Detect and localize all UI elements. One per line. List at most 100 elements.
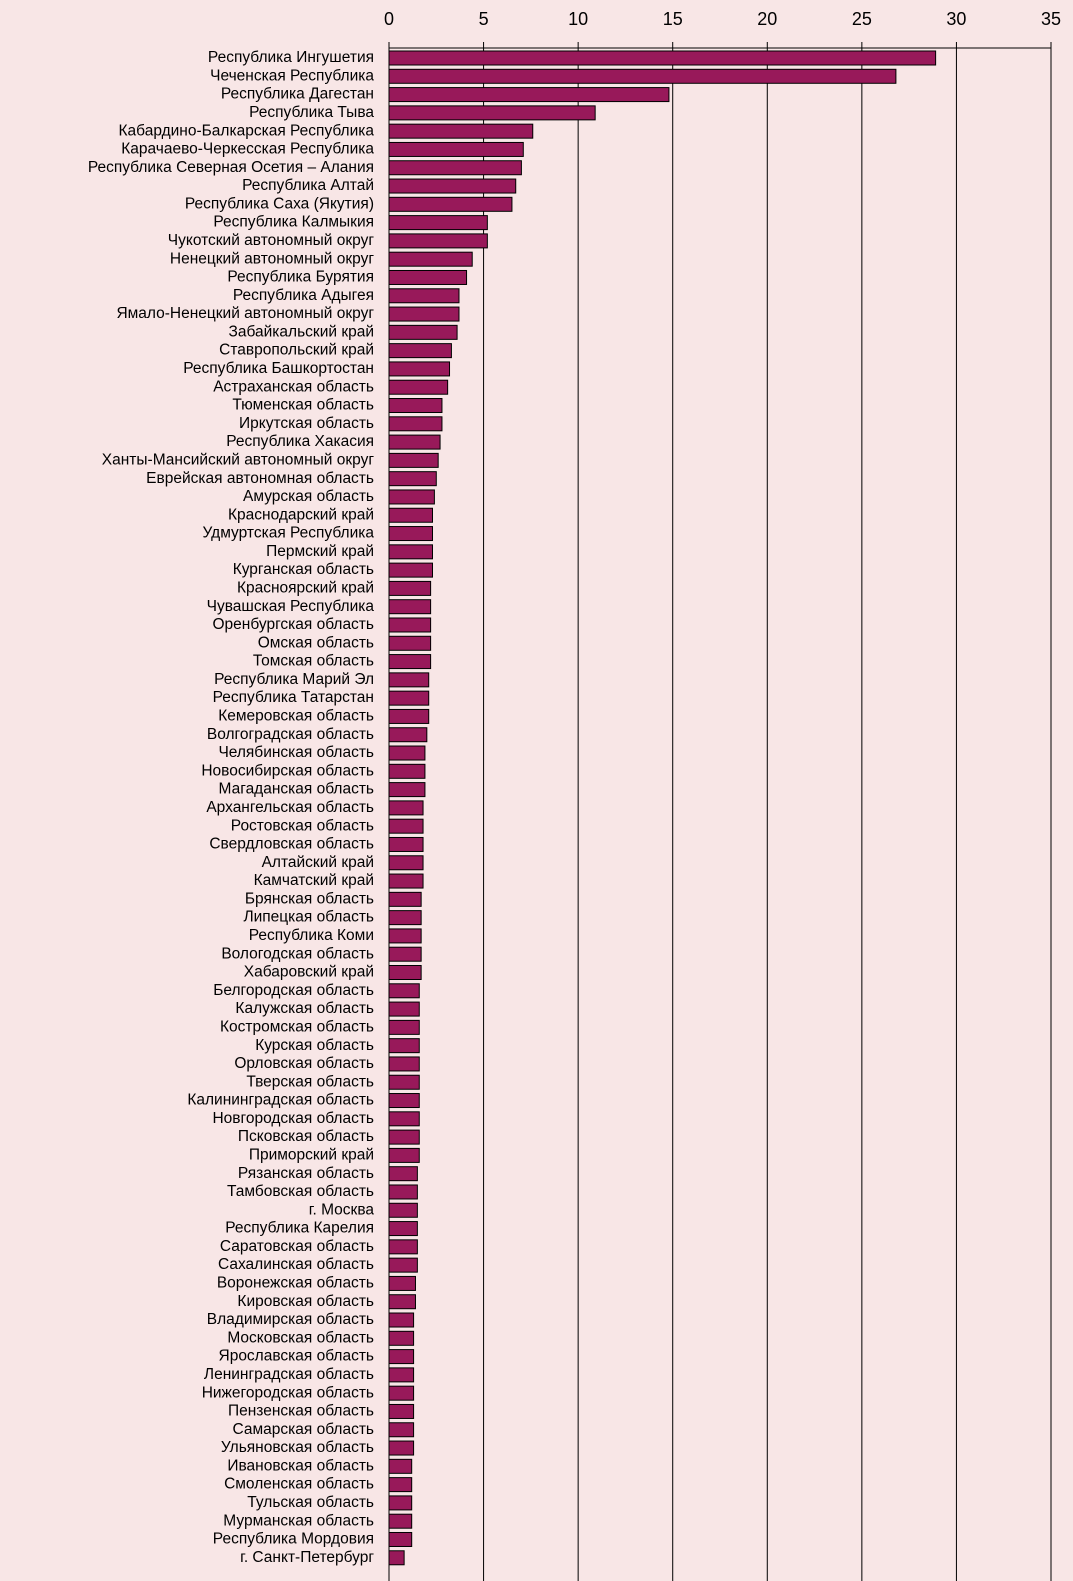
y-tick-label: Ленинградская область [204, 1366, 374, 1383]
bar [388, 1440, 415, 1456]
bar [388, 1330, 415, 1346]
y-tick-label: Республика Татарстан [213, 689, 374, 706]
bar [388, 1001, 420, 1017]
y-tick-label: Мурманская область [223, 1512, 374, 1529]
y-tick-label: Нижегородская область [202, 1384, 374, 1401]
bar [388, 1477, 413, 1493]
bar [388, 1166, 418, 1182]
y-tick-label: Владимирская область [207, 1311, 374, 1328]
bar [388, 1403, 415, 1419]
bar [388, 269, 468, 285]
y-tick-label: Еврейская автономная область [146, 470, 374, 487]
bar [388, 983, 420, 999]
bar [388, 251, 473, 267]
bar [388, 1367, 415, 1383]
bar [388, 818, 424, 834]
y-tick-label: Камчатский край [254, 872, 374, 889]
y-tick-label: Архангельская область [206, 799, 374, 816]
bar [388, 1038, 420, 1054]
bar [388, 141, 524, 157]
bar [388, 471, 437, 487]
y-tick-label: Кировская область [237, 1293, 374, 1310]
y-tick-label: Забайкальский край [229, 323, 374, 340]
y-tick-label: г. Москва [309, 1201, 375, 1218]
y-tick-label: Оренбургская область [213, 616, 375, 633]
bar [388, 1275, 416, 1291]
y-tick-label: Челябинская область [218, 744, 374, 761]
bar [388, 489, 435, 505]
bar [388, 580, 432, 596]
y-tick-label: Пензенская область [228, 1403, 374, 1420]
bar [388, 1111, 420, 1127]
y-tick-label: Псковская область [238, 1128, 374, 1145]
bar [388, 526, 434, 542]
bar [388, 1495, 413, 1511]
y-tick-label: Белгородская область [213, 982, 374, 999]
y-tick-label: Волгоградская область [207, 726, 374, 743]
bar [388, 1294, 416, 1310]
bar [388, 1458, 413, 1474]
y-tick-label: Курганская область [233, 561, 374, 578]
y-tick-label: Пермский край [266, 543, 374, 560]
y-tick-label: Калужская область [235, 1000, 374, 1017]
y-tick-label: Тюменская область [232, 397, 374, 414]
bar [388, 891, 422, 907]
bar [388, 1019, 420, 1035]
bar [388, 745, 426, 761]
x-tick-label: 5 [479, 9, 489, 29]
y-tick-label: Магаданская область [219, 781, 374, 798]
bar [388, 50, 937, 66]
bar [388, 654, 432, 670]
bar [388, 910, 422, 926]
y-tick-label: Кемеровская область [218, 708, 374, 725]
x-tick-label: 20 [757, 9, 777, 29]
y-tick-label: Новгородская область [212, 1110, 374, 1127]
bar [388, 68, 897, 84]
bar [388, 1385, 415, 1401]
bar [388, 324, 458, 340]
x-tick-label: 0 [384, 9, 394, 29]
y-tick-label: Свердловская область [209, 836, 374, 853]
y-tick-label: Республика Адыгея [233, 287, 374, 304]
y-tick-label: Тульская область [247, 1494, 374, 1511]
bar [388, 1056, 420, 1072]
y-tick-label: Республика Калмыкия [213, 214, 374, 231]
y-tick-label: Ханты-Мансийский автономный округ [102, 451, 375, 468]
y-tick-label: Калининградская область [187, 1092, 374, 1109]
y-tick-label: Московская область [227, 1329, 374, 1346]
bar [388, 708, 430, 724]
bar [388, 1074, 420, 1090]
y-tick-label: Республика Саха (Якутия) [185, 195, 374, 212]
bar [388, 1349, 415, 1365]
bar [388, 1531, 413, 1547]
bar [388, 233, 488, 249]
y-tick-label: Алтайский край [262, 854, 374, 871]
y-tick-label: Рязанская область [238, 1165, 374, 1182]
y-tick-label: Карачаево-Черкесская Республика [121, 141, 374, 158]
y-tick-label: Ивановская область [227, 1457, 374, 1474]
bar [388, 873, 424, 889]
bar [388, 1221, 418, 1237]
bar [388, 1239, 418, 1255]
x-tick-label: 10 [568, 9, 588, 29]
y-tick-label: Тамбовская область [227, 1183, 374, 1200]
bar [388, 507, 434, 523]
bar [388, 1513, 413, 1529]
y-tick-label: Иркутская область [239, 415, 374, 432]
bar [388, 87, 670, 103]
bar [388, 946, 422, 962]
bar [388, 306, 460, 322]
bar [388, 544, 434, 560]
bar [388, 343, 452, 359]
bar [388, 635, 432, 651]
y-tick-label: Республика Башкортостан [183, 360, 374, 377]
y-tick-label: Ростовская область [231, 817, 374, 834]
bar [388, 800, 424, 816]
x-tick-label: 25 [852, 9, 872, 29]
y-tick-label: Чукотский автономный округ [168, 232, 375, 249]
y-tick-label: Ямало-Ненецкий автономный округ [116, 305, 374, 322]
bar [388, 1550, 405, 1566]
bar [388, 178, 517, 194]
bar [388, 361, 451, 377]
